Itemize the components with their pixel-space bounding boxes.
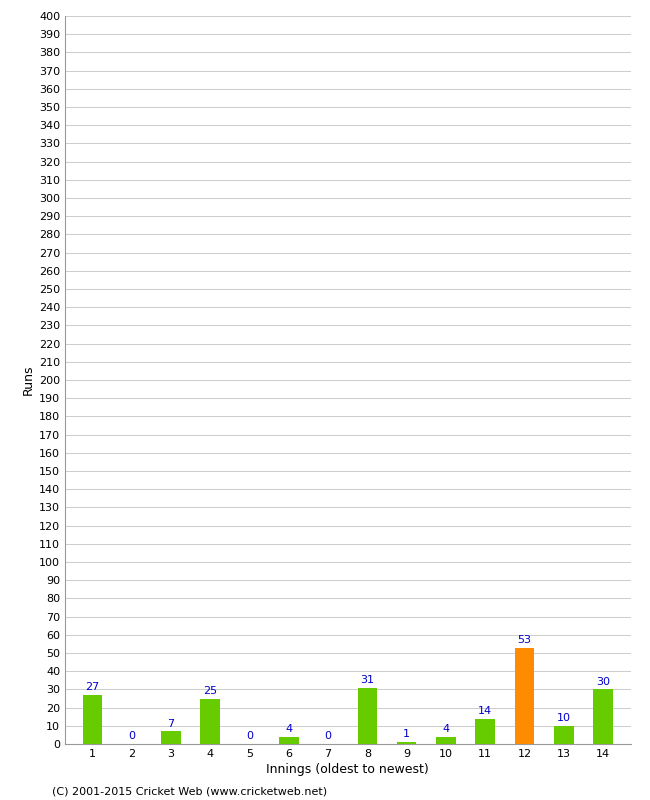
Text: 0: 0 xyxy=(246,731,253,742)
Bar xyxy=(358,687,377,744)
Text: 31: 31 xyxy=(360,675,374,685)
Text: 4: 4 xyxy=(443,724,450,734)
Bar xyxy=(593,690,613,744)
Text: 4: 4 xyxy=(285,724,293,734)
Bar xyxy=(397,742,417,744)
Bar xyxy=(200,698,220,744)
Text: 1: 1 xyxy=(403,730,410,739)
X-axis label: Innings (oldest to newest): Innings (oldest to newest) xyxy=(266,763,429,776)
Text: 0: 0 xyxy=(324,731,332,742)
Bar xyxy=(279,737,298,744)
Bar xyxy=(83,695,102,744)
Bar xyxy=(161,731,181,744)
Text: 7: 7 xyxy=(168,718,175,729)
Text: 27: 27 xyxy=(85,682,99,692)
Bar xyxy=(475,718,495,744)
Text: 10: 10 xyxy=(557,713,571,723)
Text: 30: 30 xyxy=(596,677,610,686)
Y-axis label: Runs: Runs xyxy=(21,365,34,395)
Text: 53: 53 xyxy=(517,635,532,645)
Text: 25: 25 xyxy=(203,686,217,696)
Bar xyxy=(515,647,534,744)
Text: 14: 14 xyxy=(478,706,492,716)
Text: (C) 2001-2015 Cricket Web (www.cricketweb.net): (C) 2001-2015 Cricket Web (www.cricketwe… xyxy=(52,786,327,796)
Bar xyxy=(554,726,573,744)
Text: 0: 0 xyxy=(128,731,135,742)
Bar xyxy=(436,737,456,744)
